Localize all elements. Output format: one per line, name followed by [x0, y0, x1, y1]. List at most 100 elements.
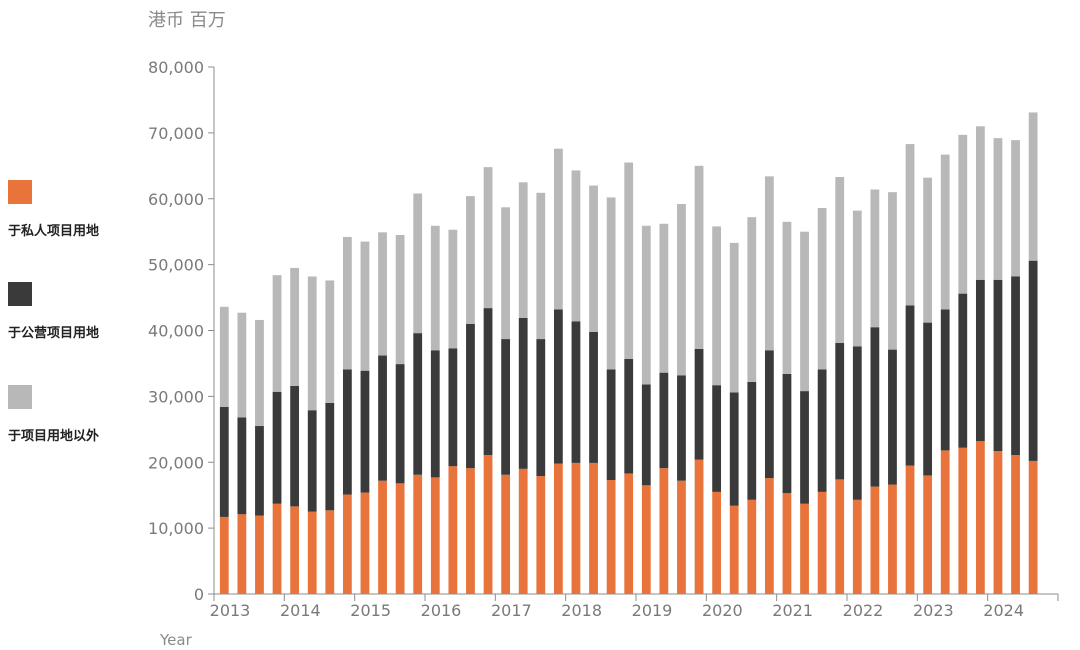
bar-segment-s1-q13 [448, 348, 458, 467]
bar-segment-s1-q16 [501, 339, 511, 475]
x-tick-label: 2023 [913, 601, 954, 620]
bar-segment-s0-q29 [729, 505, 739, 594]
bar-segment-s0-q16 [501, 474, 511, 594]
x-tick-label: 2013 [210, 601, 251, 620]
x-tick-label: 2022 [843, 601, 884, 620]
legend-label-outside: 于项目用地以外 [8, 429, 100, 444]
bar-segment-s0-q25 [659, 468, 669, 594]
bar-segment-s1-q35 [835, 343, 845, 480]
bar-segment-s1-q42 [958, 293, 968, 448]
bar-segment-s0-q34 [817, 491, 827, 594]
bar-segment-s1-q46 [1028, 260, 1038, 461]
bar-segment-s2-q3 [272, 275, 282, 392]
bar-segment-s0-q37 [870, 486, 880, 594]
bar-segment-s2-q41 [940, 154, 950, 310]
bar-segment-s0-q7 [342, 494, 352, 594]
bar-segment-s0-q5 [307, 511, 317, 594]
bar-segment-s1-q3 [272, 391, 282, 504]
bar-segment-s1-q43 [975, 279, 985, 442]
bar-segment-s2-q45 [1011, 140, 1020, 277]
bar-segment-s1-q27 [694, 348, 704, 460]
legend-swatch-outside [8, 385, 32, 409]
bar-segment-s2-q26 [677, 204, 686, 376]
bar-segment-s2-q0 [219, 306, 229, 407]
x-tick-label: 2017 [491, 601, 532, 620]
bar-segment-s0-q30 [747, 499, 757, 594]
bar-segment-s1-q9 [378, 355, 387, 481]
bar-segment-s2-q20 [571, 170, 581, 322]
x-tick-label: 2014 [280, 601, 321, 620]
y-tick-label: 30,000 [148, 387, 204, 406]
bar-segment-s1-q11 [413, 333, 423, 475]
bar-segment-s1-q28 [712, 385, 722, 492]
bar-segment-s2-q15 [483, 167, 493, 309]
bar-segment-s1-q23 [624, 358, 634, 474]
bar-segment-s2-q8 [360, 241, 370, 371]
y-unit-label: 港币 百万 [148, 10, 226, 31]
bar-segment-s2-q23 [624, 162, 634, 359]
bar-segment-s1-q4 [290, 385, 300, 507]
legend-swatch-private [8, 180, 32, 204]
bar-segment-s0-q12 [430, 477, 440, 594]
bar-segment-s0-q17 [518, 468, 528, 594]
bar-segment-s1-q1 [237, 417, 247, 515]
bar-segment-s2-q6 [325, 280, 335, 403]
bar-segment-s1-q32 [782, 373, 792, 494]
bar-segment-s1-q44 [993, 279, 1003, 452]
bar-segment-s1-q19 [553, 309, 563, 464]
bar-segment-s1-q21 [589, 331, 598, 463]
bar-segment-s0-q35 [835, 479, 845, 594]
bar-layer [219, 112, 1038, 594]
x-axis-label: Year [160, 631, 192, 649]
bar-segment-s1-q6 [325, 402, 335, 511]
bar-segment-s0-q45 [1011, 455, 1020, 594]
bar-segment-s1-q24 [641, 384, 651, 486]
bar-segment-s0-q15 [483, 455, 493, 594]
bar-segment-s2-q36 [852, 210, 862, 347]
bar-segment-s2-q7 [342, 236, 352, 370]
y-tick-label: 10,000 [148, 519, 204, 538]
bar-segment-s1-q12 [430, 350, 440, 478]
bar-segment-s0-q0 [219, 516, 229, 594]
legend-item-outside: 于项目用地以外 [8, 385, 99, 444]
x-tick-label: 2016 [421, 601, 462, 620]
bar-segment-s0-q46 [1028, 460, 1038, 594]
bar-segment-s1-q41 [940, 309, 950, 451]
bar-segment-s0-q27 [694, 459, 704, 594]
bar-segment-s0-q13 [448, 466, 458, 594]
bar-segment-s2-q22 [606, 197, 616, 370]
y-tick-label: 50,000 [148, 256, 204, 275]
bar-segment-s0-q19 [553, 463, 563, 594]
bar-segment-s0-q23 [624, 473, 634, 594]
bar-segment-s0-q10 [395, 483, 405, 594]
bar-segment-s1-q45 [1011, 276, 1020, 456]
bar-segment-s2-q12 [430, 225, 440, 351]
y-tick-label: 80,000 [148, 58, 204, 77]
bar-segment-s2-q38 [888, 192, 897, 350]
y-tick-label: 0 [194, 585, 204, 604]
bar-segment-s2-q11 [413, 193, 423, 334]
x-tick-label: 2024 [983, 601, 1024, 620]
legend-label-public: 于公营项目用地 [8, 326, 100, 341]
bar-segment-s2-q17 [518, 182, 528, 318]
bar-segment-s0-q41 [940, 450, 950, 594]
legend-item-public: 于公营项目用地 [8, 282, 99, 341]
x-tick-label: 2019 [632, 601, 673, 620]
bar-segment-s2-q27 [694, 165, 704, 349]
axis-layer: 0 10,000 20,000 30,000 40,000 50,000 60,000 70,… [148, 58, 1059, 620]
bar-segment-s2-q18 [536, 192, 546, 340]
bar-segment-s1-q39 [905, 305, 915, 466]
bar-segment-s0-q32 [782, 493, 792, 594]
bar-segment-s2-q25 [659, 223, 669, 373]
bar-segment-s0-q24 [641, 485, 651, 594]
bar-segment-s2-q19 [553, 148, 563, 310]
bar-segment-s0-q6 [325, 510, 335, 594]
bar-segment-s1-q29 [729, 392, 739, 506]
bar-segment-s0-q2 [255, 515, 264, 594]
bar-segment-s1-q8 [360, 370, 370, 493]
x-tick-label: 2020 [702, 601, 743, 620]
bar-segment-s2-q46 [1028, 112, 1038, 261]
bar-segment-s1-q36 [852, 346, 862, 500]
bar-segment-s1-q37 [870, 327, 880, 487]
